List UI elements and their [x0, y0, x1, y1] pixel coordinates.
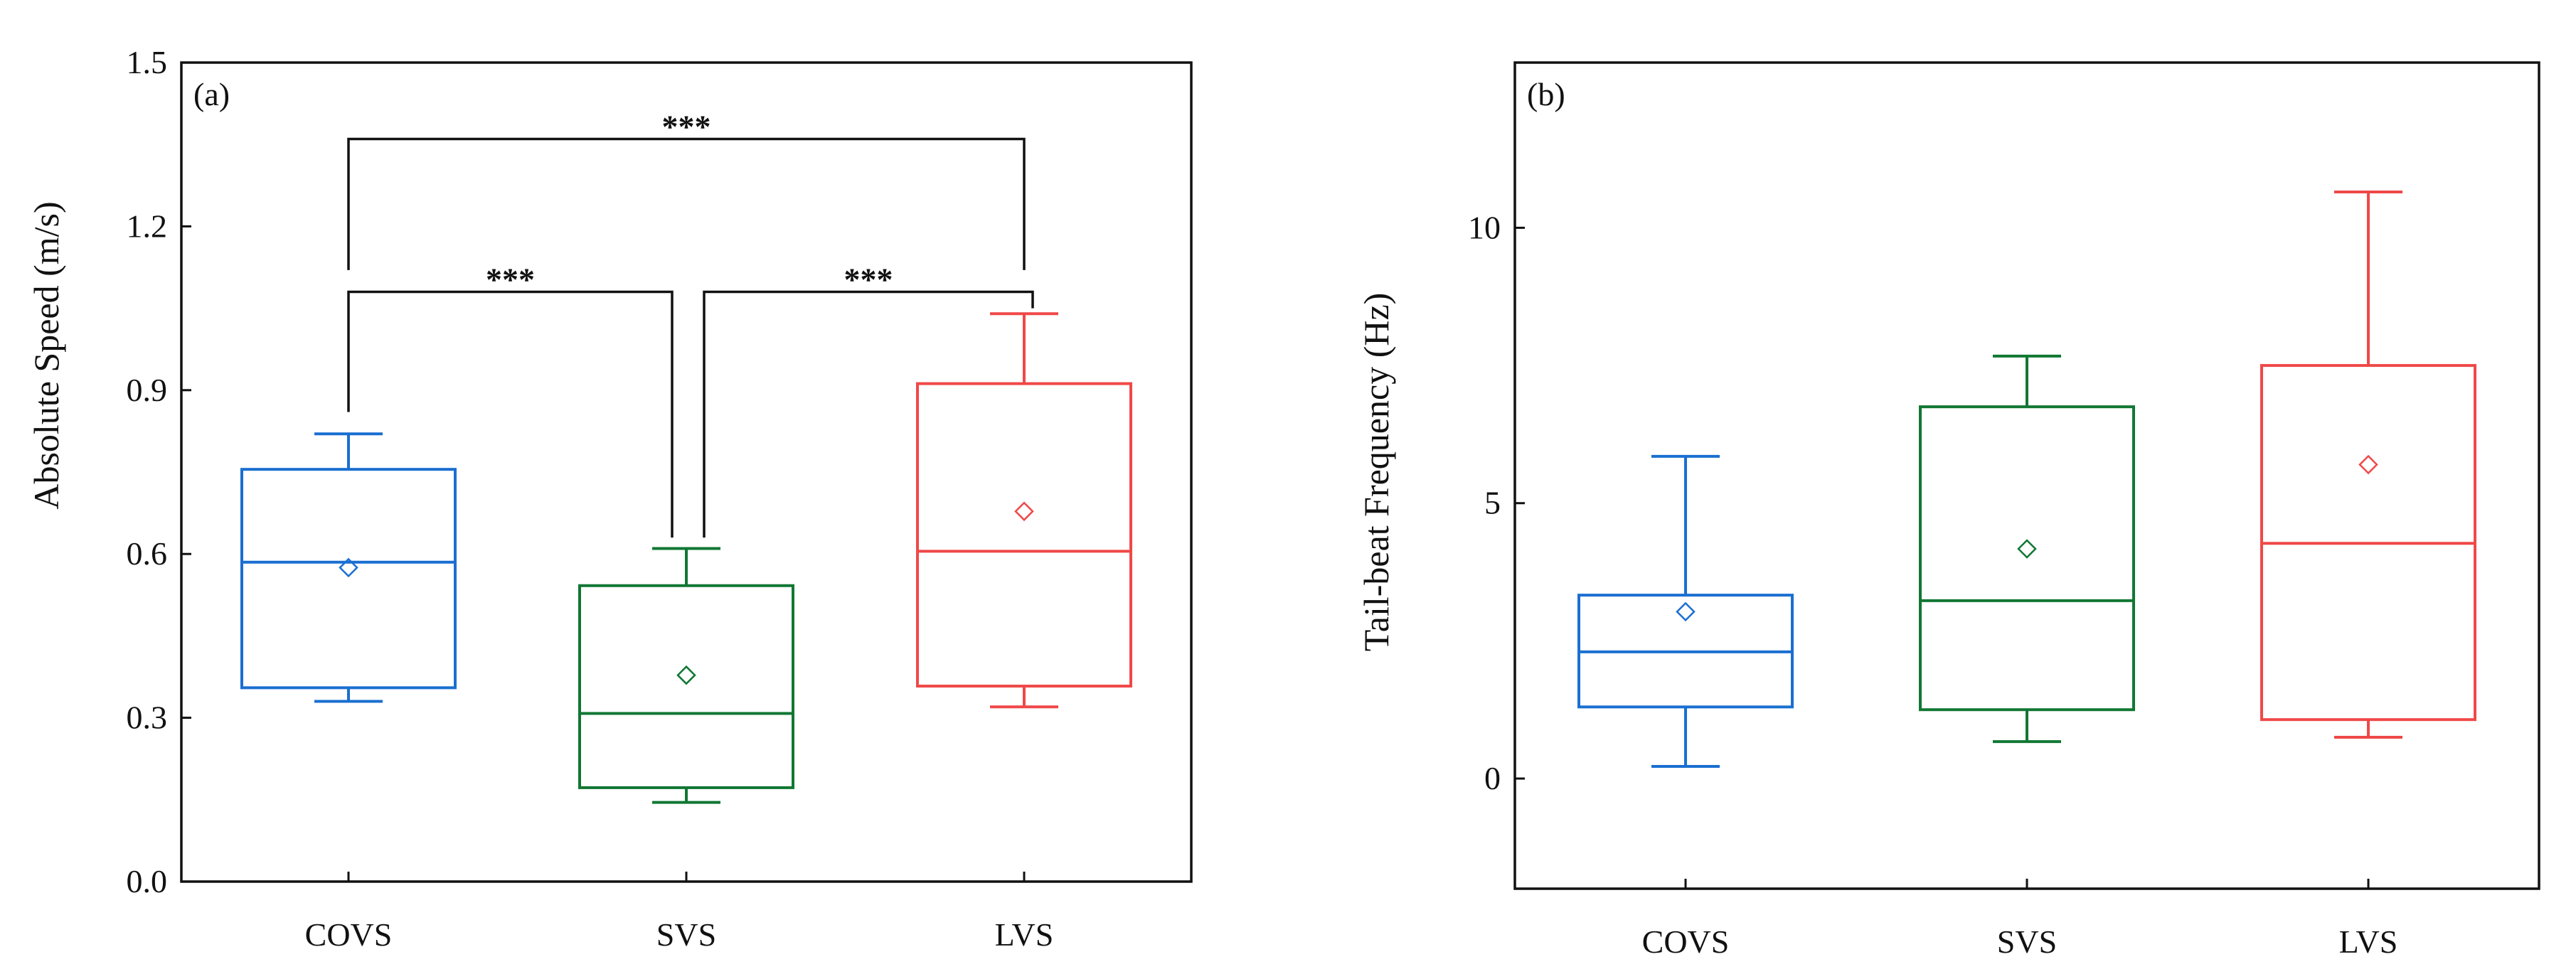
y-axis-title: Absolute Speed (m/s) [26, 201, 66, 509]
mean-marker [339, 557, 358, 578]
y-tick-label: 0 [1484, 760, 1501, 796]
panel-a-absolute-speed: 0.0 0.3 0.6 0.9 1.2 1.5 COVS SVS LVS Absolute Spe… [26, 44, 1193, 953]
mean-marker [676, 665, 696, 685]
iqr-box [578, 584, 794, 789]
plot-frame [1513, 61, 2540, 890]
iqr-box [1919, 405, 2135, 712]
significance-bracket-covs-lvs: *** [347, 109, 1026, 270]
y-tick-label: 0.0 [127, 863, 168, 899]
mean-marker [2358, 454, 2378, 475]
significance-bracket-svs-lvs: *** [703, 262, 1034, 538]
box-covs [1577, 454, 1794, 769]
mean-marker [1014, 501, 1034, 522]
x-tick-label-lvs: LVS [995, 916, 1054, 953]
y-tick-label: 0.6 [127, 535, 168, 572]
significance-label: *** [486, 262, 535, 298]
significance-label: *** [844, 262, 893, 298]
bracket-line [347, 137, 1026, 270]
y-tick-label: 5 [1484, 485, 1501, 521]
x-tick-label-covs: COVS [305, 916, 393, 953]
significance-label: *** [662, 109, 711, 145]
x-tick-label-lvs: LVS [2339, 924, 2398, 960]
panel-label: (b) [1527, 76, 1565, 112]
y-tick-label: 0.3 [127, 700, 168, 736]
box-covs [240, 432, 457, 703]
box-svs [578, 547, 794, 804]
x-tick-label-covs: COVS [1642, 924, 1730, 960]
iqr-box [916, 382, 1132, 688]
iqr-box [240, 468, 457, 690]
mean-marker [2017, 539, 2037, 559]
bracket-line [703, 290, 1034, 538]
y-tick-label: 0.9 [127, 372, 168, 408]
panel-label: (a) [193, 76, 230, 112]
box-svs [1919, 354, 2135, 744]
y-axis-title: Tail-beat Frequency (Hz) [1356, 293, 1396, 652]
y-tick-label: 10 [1468, 209, 1501, 245]
significance-bracket-covs-svs: *** [347, 262, 674, 538]
x-tick-label-svs: SVS [1997, 924, 2057, 960]
plot-frame [180, 61, 1193, 883]
panel-b-tail-beat-frequency: 0 5 10 COVS SVS LVS Tail-beat Frequency (Hz) (b… [1356, 61, 2540, 960]
y-tick-label: 1.2 [127, 208, 168, 244]
bracket-line [347, 290, 674, 538]
mean-marker [1676, 601, 1696, 622]
x-tick-label-svs: SVS [656, 916, 716, 953]
box-lvs [916, 312, 1132, 709]
box-lvs [2260, 191, 2476, 739]
y-tick-label: 1.5 [127, 44, 168, 80]
